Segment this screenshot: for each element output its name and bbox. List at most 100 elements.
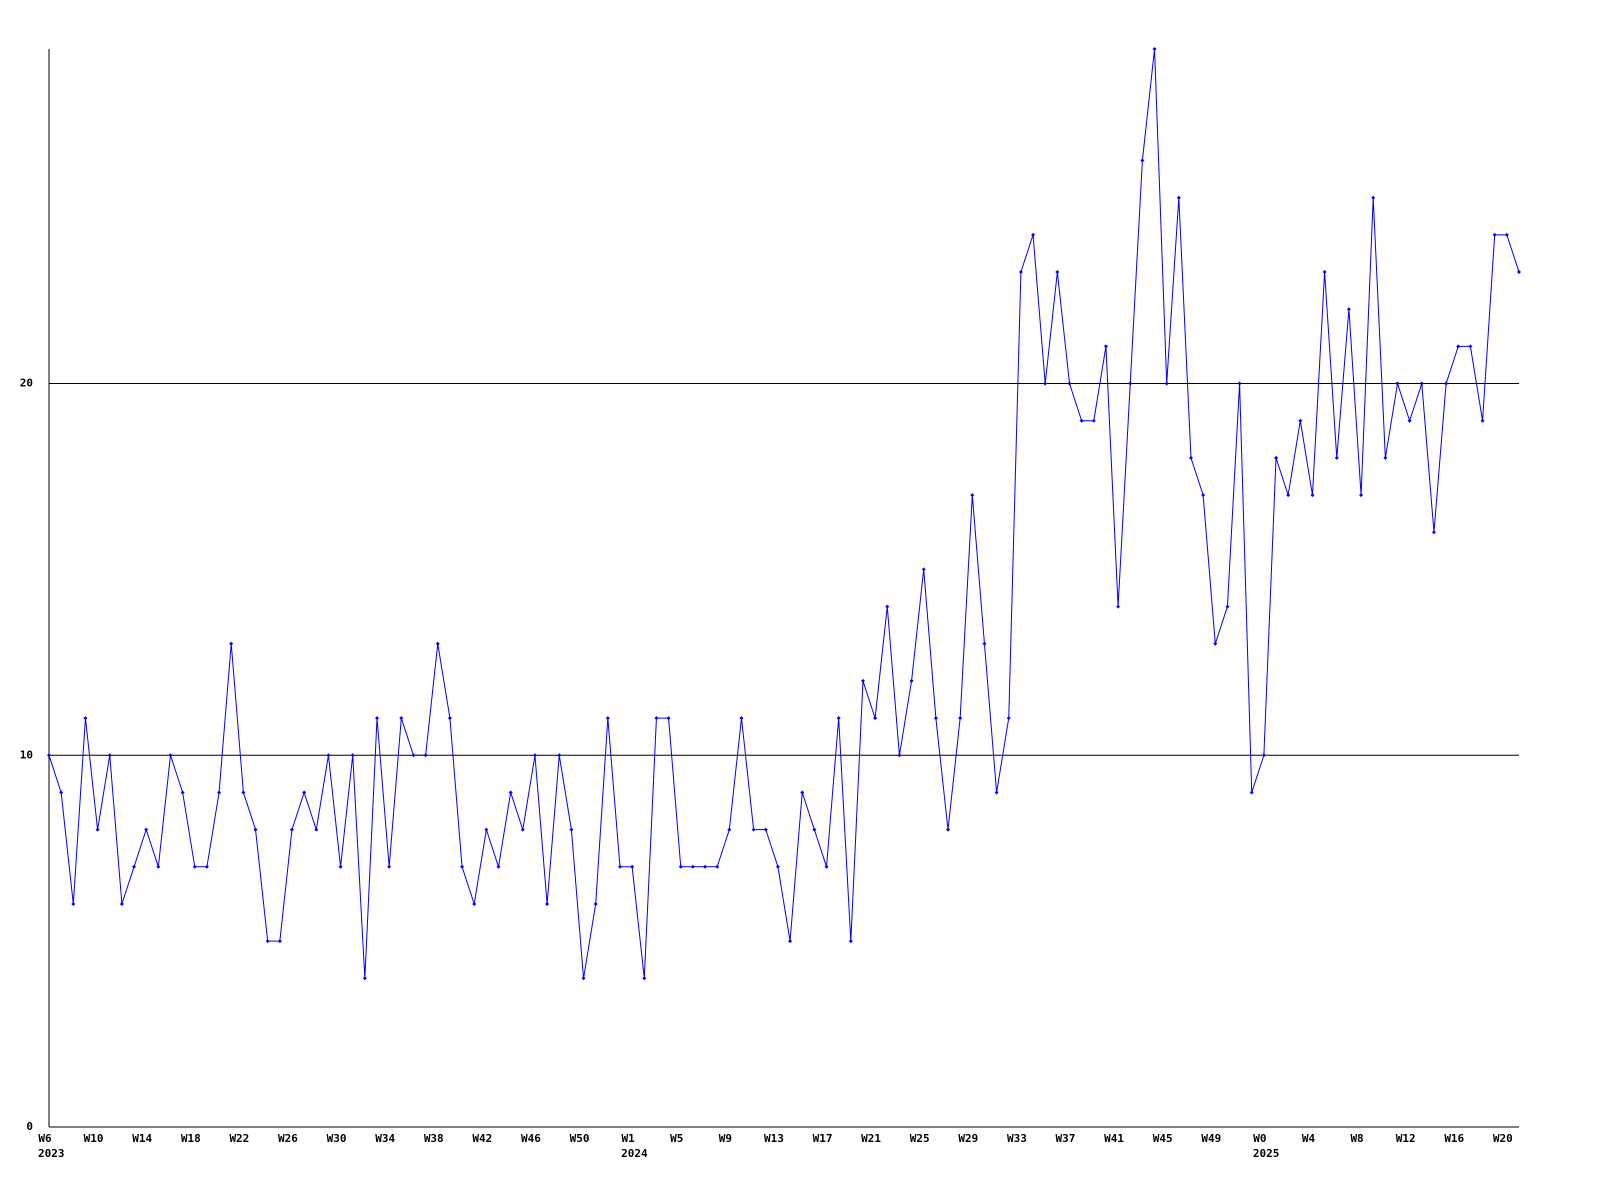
data-point [1018,270,1023,275]
data-point [873,716,878,721]
data-point [909,678,914,683]
x-tick-label: W25 [910,1132,930,1145]
data-point [375,716,380,721]
x-tick-label: W33 [1007,1132,1027,1145]
data-point [1286,493,1291,498]
x-tick-label: W26 [278,1132,298,1145]
data-point [387,864,392,869]
data-point [800,790,805,795]
data-point [1431,530,1436,535]
x-tick-label: W6 [38,1132,52,1145]
data-point [1140,158,1145,163]
data-point [605,716,610,721]
data-point [241,790,246,795]
data-point [253,827,258,832]
data-point [399,716,404,721]
data-point [217,790,222,795]
data-point [47,753,51,758]
data-point [1371,195,1376,200]
data-point [1383,455,1388,460]
data-point [532,753,537,758]
data-point [1237,381,1242,386]
data-point [897,753,902,758]
data-point [119,901,124,906]
data-point [180,790,185,795]
x-tick-label: W14 [132,1132,152,1145]
data-point [933,716,938,721]
data-point [775,864,780,869]
data-point [314,827,319,832]
y-tick-label: 0 [26,1120,33,1133]
data-point [1517,270,1521,275]
data-point [192,864,197,869]
data-point [569,827,574,832]
x-tick-label: W4 [1302,1132,1316,1145]
data-point [1079,418,1084,423]
data-point [1274,455,1279,460]
data-point [824,864,829,869]
data-point [1091,418,1096,423]
data-point [204,864,209,869]
data-point [484,827,489,832]
x-tick-label: W34 [375,1132,395,1145]
data-point [1006,716,1011,721]
data-point [496,864,501,869]
data-point [666,716,671,721]
x-tick-label: W0 [1253,1132,1266,1145]
data-point [994,790,999,795]
data-point [703,864,708,869]
data-point [1188,455,1193,460]
data-point [885,604,890,609]
data-point [362,976,367,981]
data-point [1152,47,1157,51]
x-tick-label: W5 [670,1132,683,1145]
data-point [338,864,343,869]
x-tick-label: W30 [327,1132,347,1145]
data-point [545,901,550,906]
data-point [557,753,562,758]
data-point [727,827,732,832]
x-tick-label: W41 [1104,1132,1124,1145]
data-point [1480,418,1485,423]
x-year-label: 2025 [1253,1147,1280,1160]
data-point [132,864,137,869]
data-point [59,790,64,795]
x-tick-label: W49 [1201,1132,1221,1145]
data-point [1116,604,1121,609]
x-tick-label: W9 [719,1132,732,1145]
data-point [1492,232,1497,237]
data-point [1176,195,1181,200]
data-point [581,976,586,981]
data-point [277,939,282,944]
data-point [265,939,270,944]
data-point [1444,381,1449,386]
data-point [83,716,88,721]
x-tick-label: W12 [1396,1132,1416,1145]
data-point [326,753,331,758]
x-tick-label: W18 [181,1132,201,1145]
data-point [1395,381,1400,386]
data-point [1055,270,1060,275]
data-point [411,753,416,758]
data-point [593,901,598,906]
x-tick-label: W45 [1153,1132,1173,1145]
x-tick-label: W37 [1056,1132,1076,1145]
data-point [1322,270,1327,275]
data-point [1249,790,1254,795]
data-point [788,939,793,944]
y-tick-label: 10 [20,748,33,761]
x-tick-label: W46 [521,1132,541,1145]
data-point [958,716,963,721]
x-tick-label: W22 [229,1132,249,1145]
data-point [617,864,622,869]
y-tick-label: 20 [20,377,33,390]
data-point [715,864,720,869]
data-point [302,790,307,795]
data-point [95,827,100,832]
data-point [1359,493,1364,498]
data-point [860,678,865,683]
data-point [71,901,76,906]
data-point [1504,232,1509,237]
data-point [1407,418,1412,423]
